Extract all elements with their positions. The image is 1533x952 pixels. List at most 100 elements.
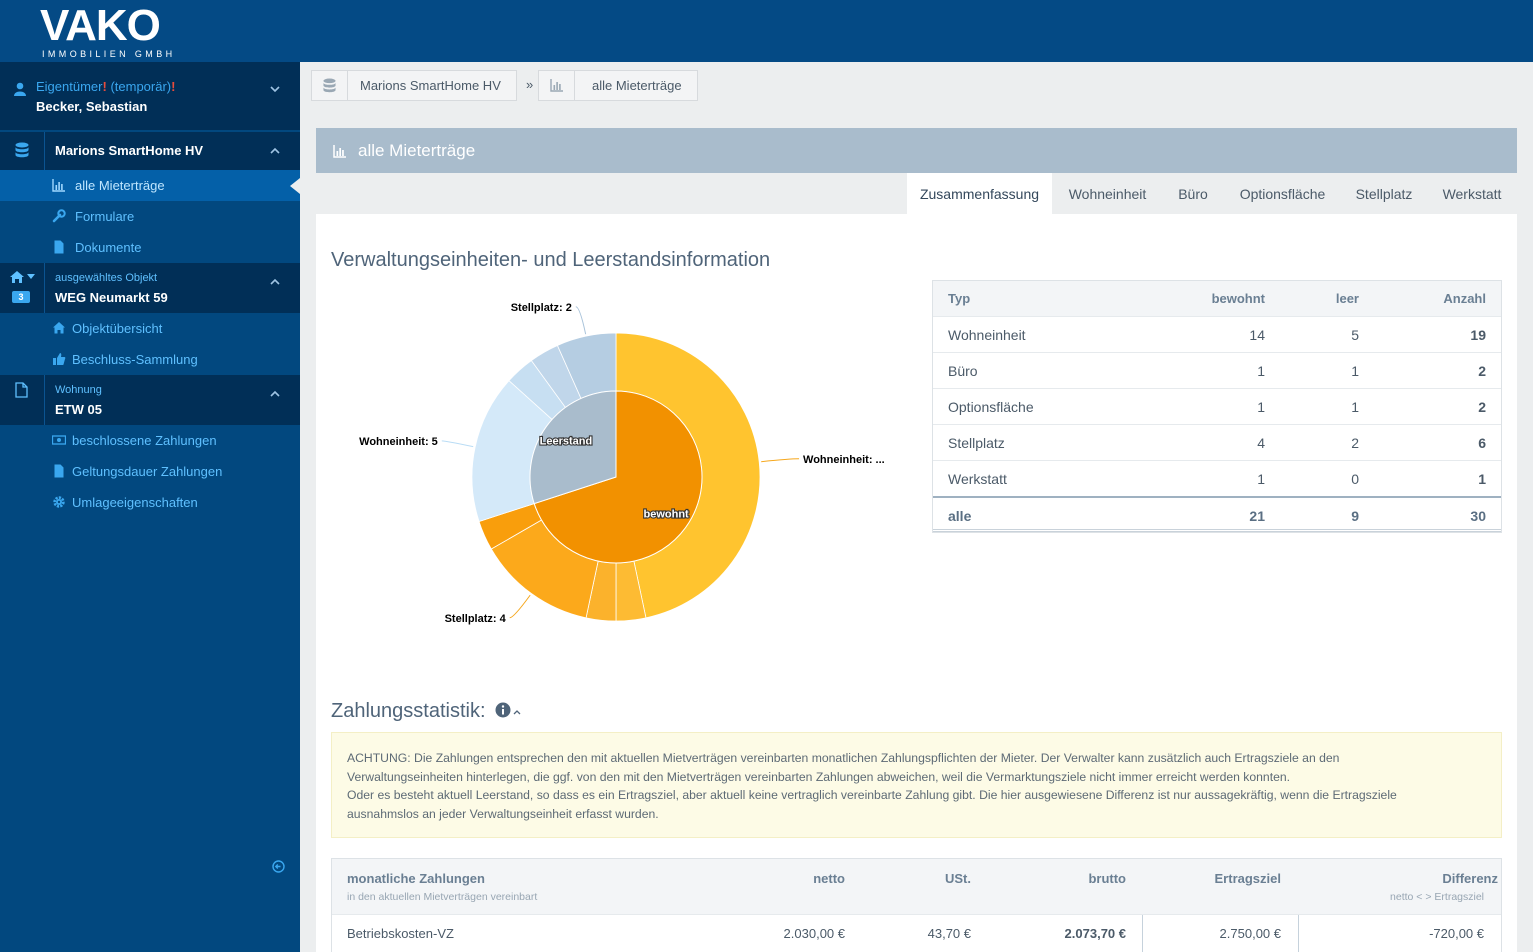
- unit-caption: Wohnung: [55, 384, 102, 396]
- sidebar-item-label: Geltungsdauer Zahlungen: [72, 464, 223, 479]
- table-row: Büro 1 1 2: [933, 352, 1501, 388]
- sidebar-item-label: Beschluss-Sammlung: [72, 352, 198, 367]
- panel-title: alle Mieterträge: [358, 141, 476, 160]
- column-header-brutto: brutto: [1088, 871, 1126, 886]
- file-icon: [54, 464, 64, 478]
- sidebar-item-objektuebersicht[interactable]: Objektübersicht: [0, 313, 300, 344]
- column-header-ust: USt.: [945, 871, 971, 886]
- database-icon: [323, 78, 336, 93]
- breadcrumb-item-current[interactable]: alle Mieterträge: [538, 70, 698, 101]
- occupancy-pie-chart: Wohneinheit: ... Stellplatz: 4 Wohneinheit…: [359, 302, 885, 625]
- collapse-sidebar-icon[interactable]: [272, 860, 285, 873]
- user-name: Becker, Sebastian: [36, 99, 148, 114]
- pie-label-connector: [509, 594, 531, 619]
- chevron-up-icon[interactable]: [270, 389, 280, 399]
- tab-wohneinheit[interactable]: Wohneinheit: [1068, 186, 1147, 202]
- unit-name: ETW 05: [55, 402, 102, 417]
- column-header-bewohnt: bewohnt: [1211, 291, 1265, 306]
- column-header-label-sub: in den aktuellen Mietverträgen vereinbar…: [347, 891, 538, 903]
- payments-heading: Zahlungsstatistik:: [331, 700, 486, 722]
- column-header-typ: Typ: [948, 291, 971, 306]
- top-bar: VAKO IMMOBILIEN GMBH: [0, 0, 1533, 62]
- chevron-up-icon[interactable]: [513, 709, 521, 715]
- summary-table: Typ bewohnt leer Anzahl Wohneinheit 14 5…: [932, 280, 1502, 533]
- table-header-row: monatliche Zahlungen in den aktuellen Mi…: [332, 859, 1501, 914]
- breadcrumb-label: Marions SmartHome HV: [360, 78, 501, 93]
- pie-inner-slice-bewohnt[interactable]: [533, 390, 703, 564]
- column-header-leer: leer: [1335, 291, 1359, 306]
- sidebar-item-label: alle Mieterträge: [75, 178, 165, 193]
- brand-subtitle: IMMOBILIEN GMBH: [42, 49, 176, 59]
- brand-logo[interactable]: VAKO IMMOBILIEN GMBH: [40, 1, 176, 60]
- file-icon: [54, 240, 64, 254]
- object-name: WEG Neumarkt 59: [55, 290, 168, 305]
- column-header-ertragsziel: Ertragsziel: [1214, 871, 1281, 886]
- document-outline-icon: [15, 382, 28, 398]
- pie-data-label: Wohneinheit: 5: [359, 436, 438, 448]
- tab-stellplatz[interactable]: Stellplatz: [1355, 186, 1413, 202]
- chevron-up-icon[interactable]: [270, 146, 280, 156]
- column-header-label: monatliche Zahlungen: [347, 871, 485, 886]
- sidebar-item-umlageeigenschaften[interactable]: Umlageeigenschaften: [0, 487, 300, 518]
- pie-inner-label: Leerstand: [540, 436, 593, 448]
- sidebar-item-label: Objektübersicht: [72, 321, 163, 336]
- sidebar-item-beschlossene-zahlungen[interactable]: beschlossene Zahlungen: [0, 425, 300, 456]
- sidebar-item-geltungsdauer-zahlungen[interactable]: Geltungsdauer Zahlungen: [0, 456, 300, 487]
- table-row: Optionsfläche 1 1 2: [933, 388, 1501, 424]
- table-total-row: alle 21 9 30: [933, 496, 1501, 532]
- panel-header: alle Mieterträge: [316, 128, 1517, 173]
- caret-down-icon[interactable]: [27, 274, 35, 280]
- column-header-anzahl: Anzahl: [1443, 291, 1486, 306]
- sidebar: Eigentümer! (temporär)! Becker, Sebastia…: [0, 62, 300, 952]
- bar-chart-icon: [550, 79, 563, 92]
- pie-data-label: Stellplatz: 2: [511, 302, 572, 314]
- object-count-badge: 3: [12, 291, 30, 303]
- thumbs-up-icon: [53, 353, 66, 365]
- user-section[interactable]: Eigentümer! (temporär)! Becker, Sebastia…: [0, 62, 300, 130]
- chevron-up-icon[interactable]: [270, 277, 280, 287]
- pie-label-connector: [575, 306, 587, 335]
- info-icon[interactable]: [495, 702, 511, 718]
- temporary-mark: !: [102, 79, 107, 94]
- tab-werkstatt[interactable]: Werkstatt: [1442, 186, 1502, 202]
- pie-inner-label: bewohnt: [643, 508, 689, 520]
- sidebar-item-label: Dokumente: [75, 240, 142, 255]
- unit-section-header[interactable]: Wohnung ETW 05: [0, 375, 300, 425]
- payments-warning: ACHTUNG: Die Zahlungen entsprechen den m…: [331, 732, 1502, 838]
- sidebar-item-alle-mietertraege[interactable]: alle Mieterträge: [0, 170, 300, 201]
- user-icon: [14, 82, 26, 96]
- object-caption: ausgewähltes Objekt: [55, 272, 158, 284]
- tab-bar: Zusammenfassung Wohneinheit Büro Options…: [316, 173, 1517, 214]
- pie-label-connector: [761, 458, 800, 463]
- brand-name: VAKO: [40, 1, 161, 50]
- home-icon: [53, 322, 65, 334]
- project-title: Marions SmartHome HV: [55, 143, 204, 158]
- summary-heading: Verwaltungseinheiten- und Leerstandsinfo…: [331, 249, 771, 271]
- user-role: Eigentümer! (temporär)!: [36, 79, 176, 94]
- project-section-header[interactable]: Marions SmartHome HV: [0, 132, 300, 170]
- sidebar-item-label: beschlossene Zahlungen: [72, 433, 217, 448]
- tab-zusammenfassung[interactable]: Zusammenfassung: [907, 173, 1052, 214]
- tab-optionsflaeche[interactable]: Optionsfläche: [1239, 186, 1326, 202]
- breadcrumb-separator: »: [526, 77, 534, 92]
- wrench-icon: [52, 209, 66, 223]
- chevron-down-icon[interactable]: [270, 84, 280, 94]
- pie-label-connector: [441, 440, 474, 448]
- column-header-differenz: Differenz: [1442, 871, 1498, 886]
- bar-chart-icon: [52, 179, 65, 192]
- pie-data-label: Wohneinheit: ...: [803, 454, 885, 466]
- pie-inner-slice-leerstand[interactable]: [529, 390, 617, 505]
- sidebar-item-formulare[interactable]: Formulare: [0, 201, 300, 232]
- object-section-header[interactable]: 3 ausgewähltes Objekt WEG Neumarkt 59: [0, 263, 300, 313]
- sidebar-item-label: Umlageeigenschaften: [72, 495, 198, 510]
- breadcrumb-item-project[interactable]: Marions SmartHome HV: [311, 70, 517, 101]
- gear-icon: [53, 496, 65, 508]
- sidebar-item-beschluss-sammlung[interactable]: Beschluss-Sammlung: [0, 344, 300, 375]
- table-row: Stellplatz 4 2 6: [933, 424, 1501, 460]
- money-icon: [52, 435, 66, 445]
- tab-buero[interactable]: Büro: [1178, 186, 1208, 202]
- database-icon: [15, 142, 29, 158]
- table-row: Betriebskosten-VZ 2.030,00 € 43,70 € 2.0…: [332, 914, 1501, 952]
- sidebar-item-dokumente[interactable]: Dokumente: [0, 232, 300, 263]
- breadcrumb-label: alle Mieterträge: [592, 78, 682, 93]
